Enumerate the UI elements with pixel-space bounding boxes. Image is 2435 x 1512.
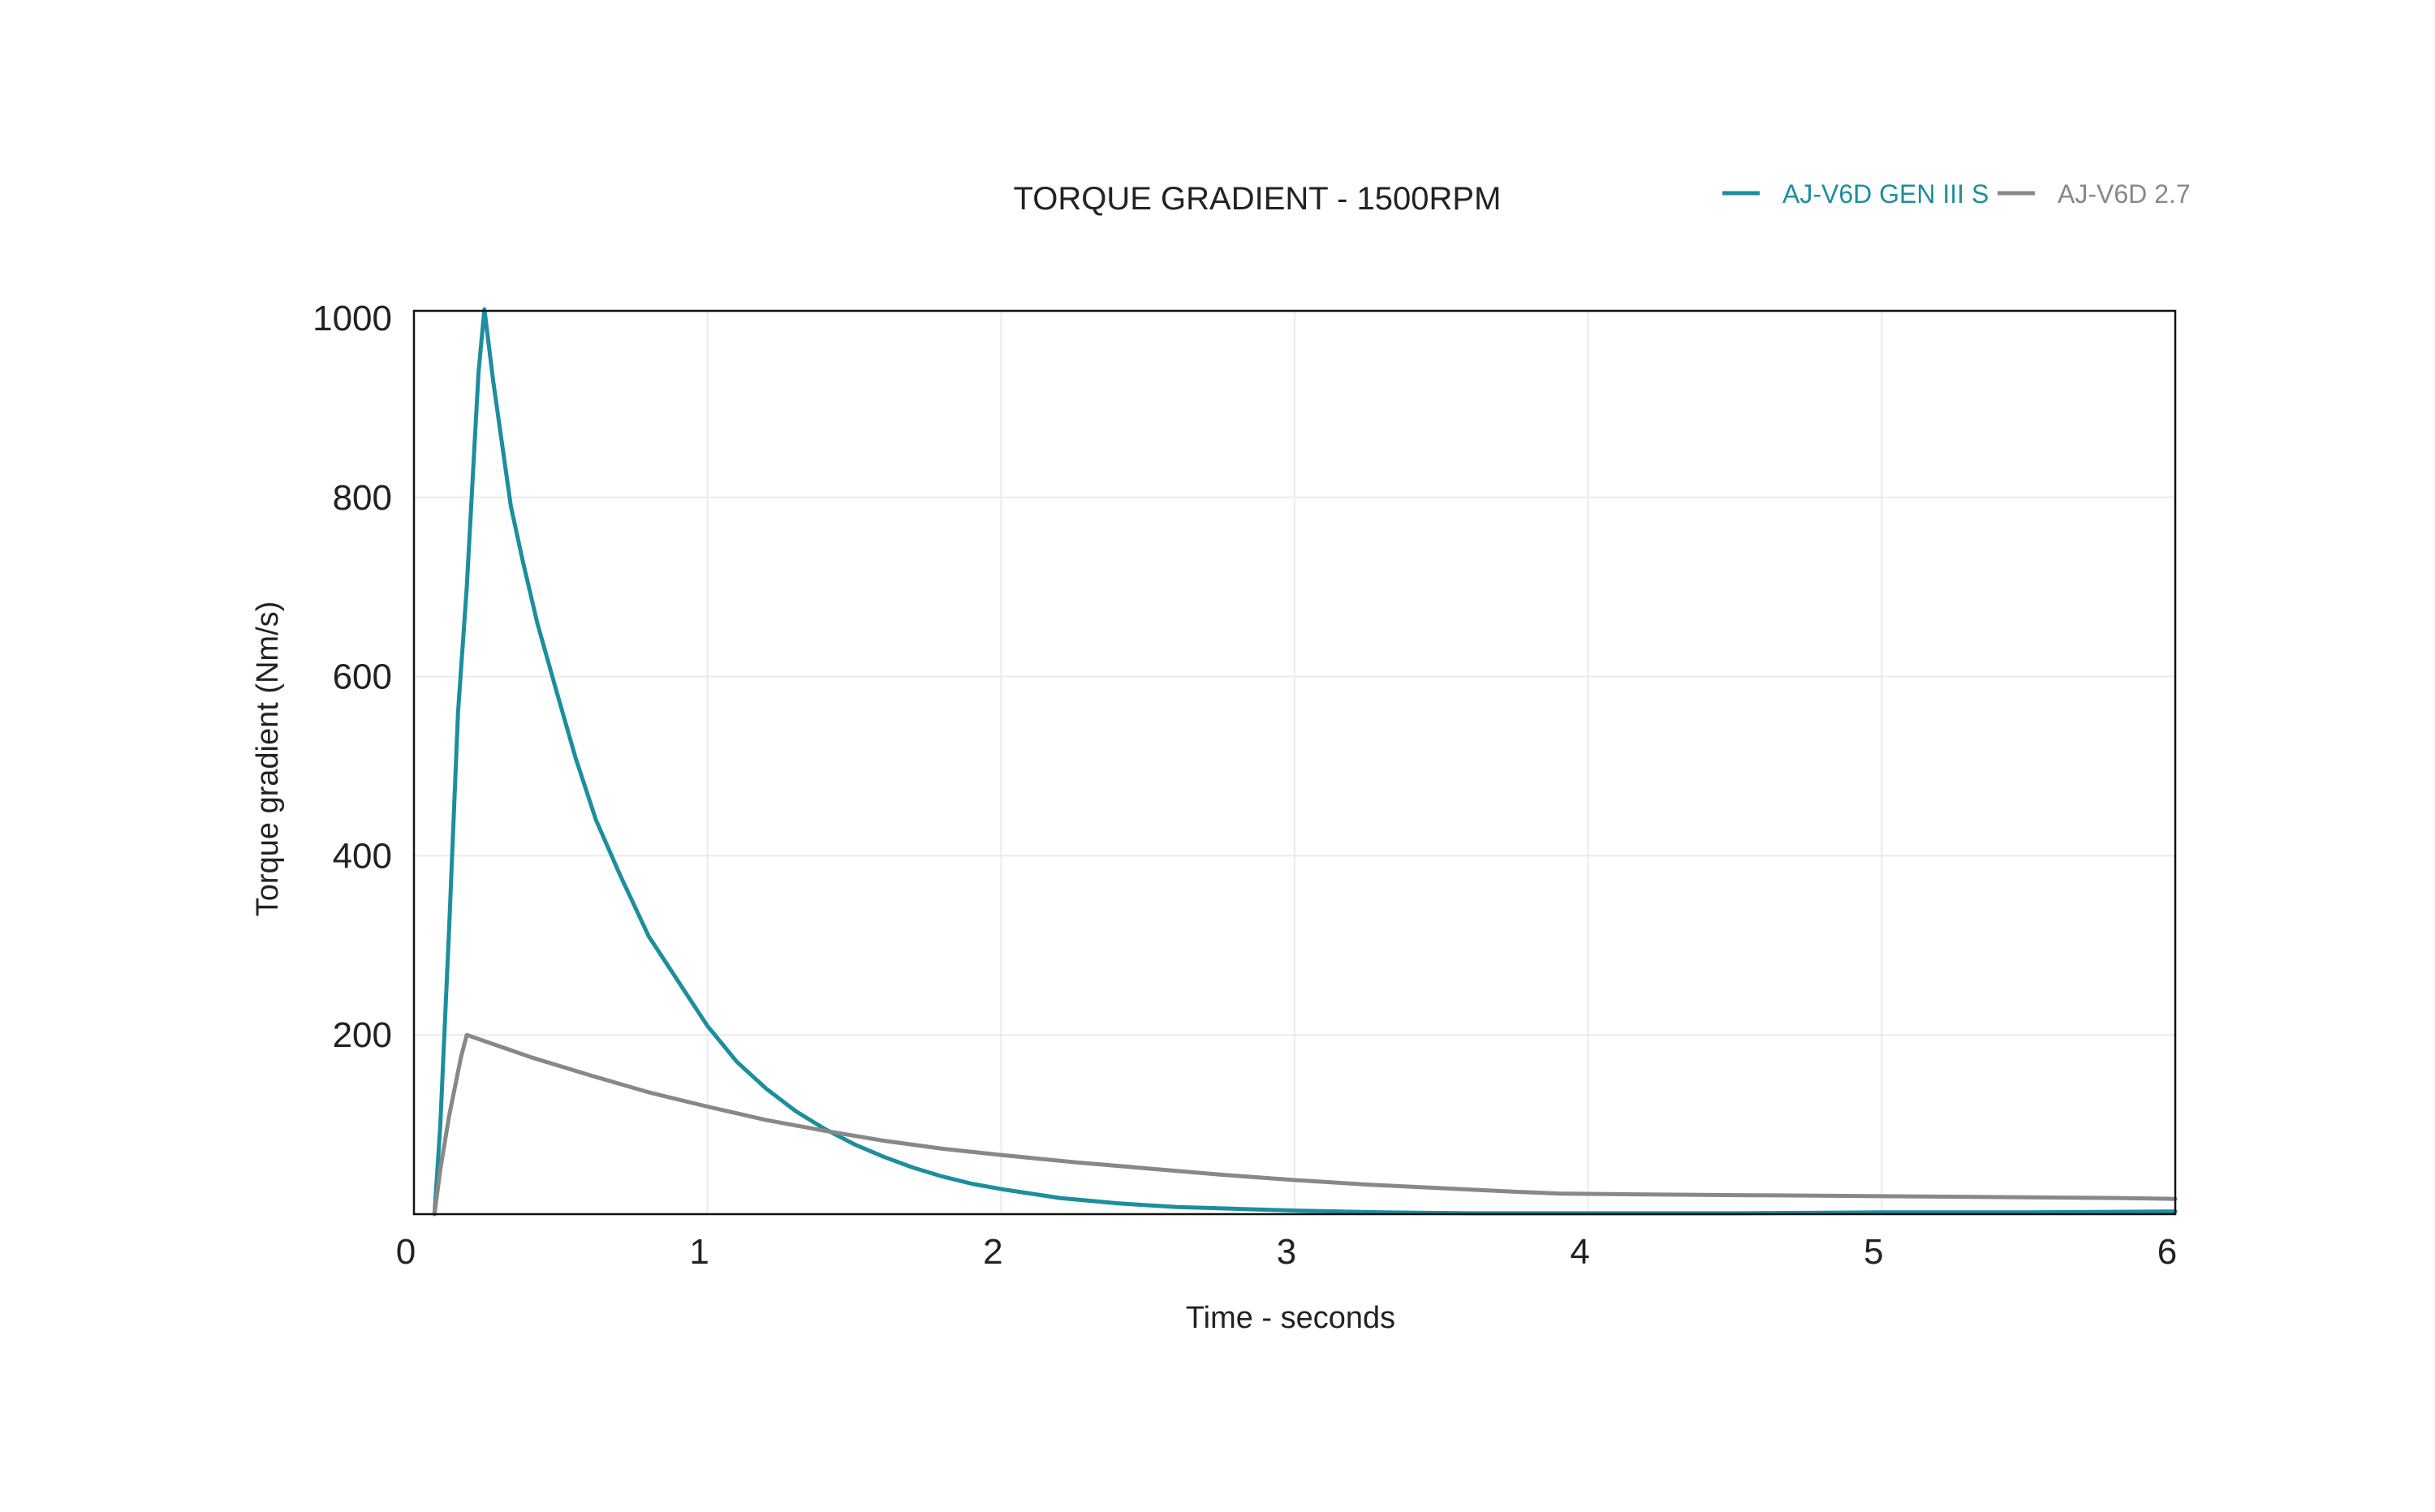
x-tick-label-0: 0 <box>396 1232 416 1272</box>
y-tick-label-1000: 1000 <box>312 299 392 338</box>
series-line-2 <box>432 1032 2178 1217</box>
legend: AJ-V6D GEN III S AJ-V6D 2.7 <box>1722 179 2191 209</box>
x-axis-label: Time - seconds <box>1186 1301 1395 1335</box>
chart-title: TORQUE GRADIENT - 1500RPM <box>1014 181 1502 217</box>
y-tick-label-400: 400 <box>333 836 392 876</box>
y-axis-ticks: 200 400 600 800 1000 <box>312 299 392 1055</box>
series-lines <box>432 307 2178 1217</box>
series-line-1 <box>432 307 2178 1217</box>
x-tick-label-2: 2 <box>983 1232 1002 1272</box>
x-tick-label-1: 1 <box>689 1232 709 1272</box>
y-tick-label-200: 200 <box>333 1015 392 1055</box>
x-tick-label-5: 5 <box>1864 1232 1883 1272</box>
legend-label-2: AJ-V6D 2.7 <box>2058 179 2191 209</box>
y-axis-label: Torque gradient (Nm/s) <box>251 601 285 917</box>
legend-label-1: AJ-V6D GEN III S <box>1782 179 1989 209</box>
y-tick-label-800: 800 <box>333 478 392 518</box>
plot-frame <box>412 309 2177 1216</box>
x-tick-label-6: 6 <box>2157 1232 2177 1272</box>
x-axis-ticks: 0 1 2 3 4 5 6 <box>396 1232 2177 1272</box>
x-tick-label-3: 3 <box>1277 1232 1296 1272</box>
y-tick-label-600: 600 <box>333 657 392 697</box>
grid-lines <box>414 311 2175 1214</box>
x-tick-label-4: 4 <box>1570 1232 1589 1272</box>
